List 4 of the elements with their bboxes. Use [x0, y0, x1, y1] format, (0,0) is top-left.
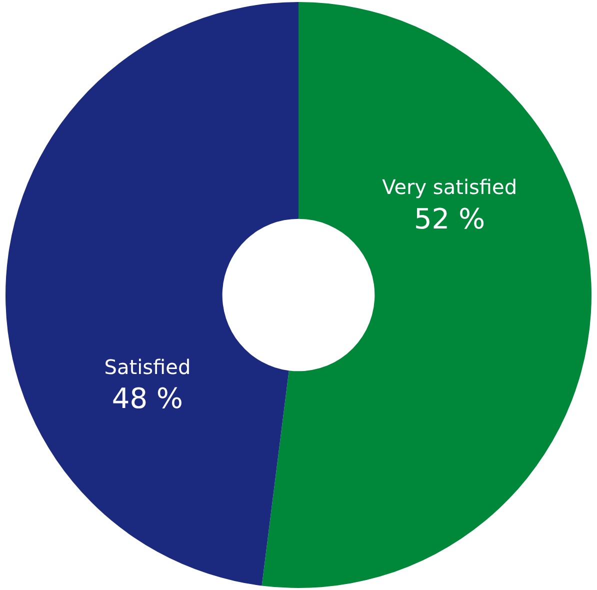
slice-label: Satisfied — [104, 355, 191, 380]
data-label: 52 % — [414, 202, 486, 236]
slice-label: Very satisfied — [382, 175, 518, 200]
data-label: 48 % — [112, 382, 184, 416]
